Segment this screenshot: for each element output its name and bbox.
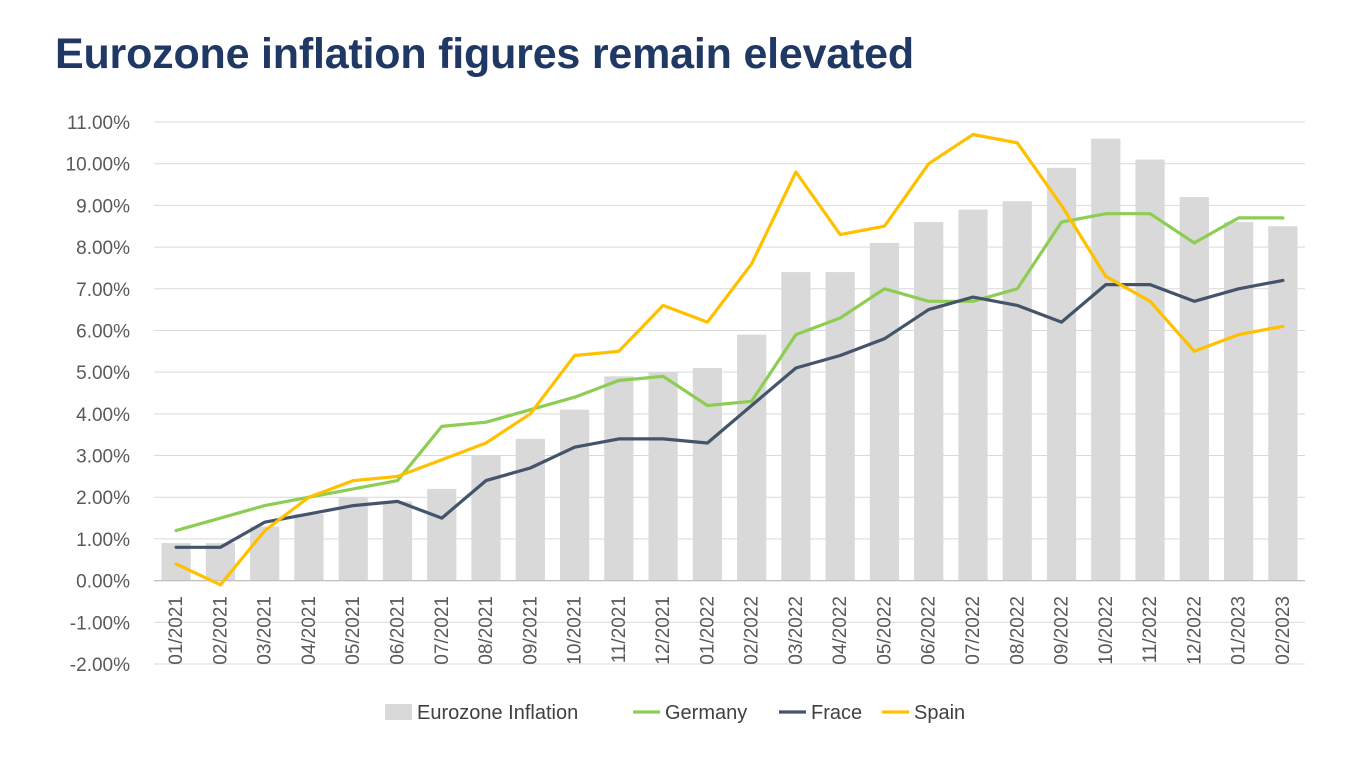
x-tick-label: 04/2022 (830, 596, 851, 665)
x-tick-label: 02/2021 (210, 596, 231, 665)
y-tick-label: 4.00% (76, 405, 130, 426)
legend-label-eurozone-inflation: Eurozone Inflation (417, 702, 578, 724)
x-tick-label: 07/2022 (963, 596, 984, 665)
grid-lines (154, 121, 1305, 665)
bar (161, 543, 191, 581)
legend-swatch-eurozone-inflation (385, 704, 412, 720)
x-tick-label: 07/2021 (432, 596, 453, 665)
legend-label-spain: Spain (914, 702, 965, 724)
y-tick-label: 9.00% (76, 196, 130, 217)
x-tick-label: 01/2022 (697, 596, 718, 665)
bar (515, 438, 545, 581)
x-tick-label: 06/2021 (387, 596, 408, 665)
legend-label-germany: Germany (665, 702, 747, 724)
x-tick-label: 10/2022 (1096, 596, 1117, 665)
x-tick-label: 02/2022 (742, 596, 763, 665)
bar (781, 272, 811, 581)
bar (559, 409, 590, 581)
x-tick-label: 11/2021 (609, 596, 630, 663)
bar (1268, 226, 1298, 581)
bar (1179, 197, 1209, 581)
bar (427, 488, 457, 581)
x-tick-label: 03/2022 (786, 596, 807, 665)
bar (1091, 138, 1121, 581)
bar (604, 376, 634, 581)
series-line-frace (174, 278, 1285, 549)
bar (869, 242, 900, 581)
y-tick-label: 11.00% (67, 113, 130, 134)
x-tick-label: 01/2021 (166, 596, 187, 665)
x-tick-label: 02/2023 (1273, 596, 1294, 665)
y-tick-label: 7.00% (76, 280, 130, 301)
x-tick-label: 04/2021 (299, 596, 320, 665)
y-tick-label: -1.00% (70, 613, 130, 634)
series-line-spain (174, 132, 1285, 587)
chart-title: Eurozone inflation figures remain elevat… (55, 30, 914, 78)
y-tick-label: 10.00% (66, 155, 131, 176)
bar (338, 497, 368, 581)
bar (382, 501, 413, 581)
x-axis-ticks: 01/2021 02/2021 03/2021 04/2021 05/2021 06/20… (166, 596, 1294, 665)
bar (471, 455, 501, 581)
bar (1002, 201, 1032, 581)
series-line-germany (174, 212, 1285, 533)
x-tick-label: 08/2021 (476, 596, 497, 665)
bar (914, 222, 944, 581)
x-tick-label: 08/2022 (1007, 596, 1028, 665)
bar (294, 513, 324, 581)
x-tick-label: 12/2021 (653, 596, 674, 665)
bar (958, 209, 988, 581)
bar (825, 272, 855, 581)
x-tick-label: 09/2022 (1052, 596, 1073, 665)
y-axis-ticks: -2.00% -1.00% 0.00% 1.00% 2.00% 3.00% 4.00% 5.0… (66, 113, 131, 676)
x-tick-label: 05/2022 (874, 596, 895, 665)
bar (250, 526, 280, 581)
x-tick-label: 03/2021 (255, 596, 276, 665)
y-tick-label: 5.00% (76, 363, 130, 384)
y-tick-label: 3.00% (76, 447, 130, 468)
legend-label-frace: Frace (811, 702, 862, 724)
bar (1046, 167, 1077, 581)
bar (1223, 222, 1254, 581)
y-tick-label: 2.00% (76, 488, 130, 509)
x-tick-label: 11/2022 (1140, 596, 1161, 663)
bar (1135, 159, 1165, 581)
legend: Eurozone Inflation Germany Frace Spain (385, 702, 965, 724)
x-tick-label: 09/2021 (520, 596, 541, 665)
x-tick-label: 06/2022 (919, 596, 940, 665)
y-tick-label: 1.00% (76, 530, 130, 551)
y-tick-label: 0.00% (76, 572, 130, 593)
line-series (174, 132, 1285, 587)
bar (737, 334, 767, 581)
y-tick-label: 6.00% (76, 321, 130, 342)
y-tick-label: 8.00% (76, 238, 130, 259)
x-tick-label: 05/2021 (343, 596, 364, 665)
x-tick-label: 12/2022 (1184, 596, 1205, 665)
y-tick-label: -2.00% (70, 655, 130, 676)
x-tick-label: 01/2023 (1229, 596, 1250, 665)
x-tick-label: 10/2021 (565, 596, 586, 665)
bar (648, 372, 678, 581)
